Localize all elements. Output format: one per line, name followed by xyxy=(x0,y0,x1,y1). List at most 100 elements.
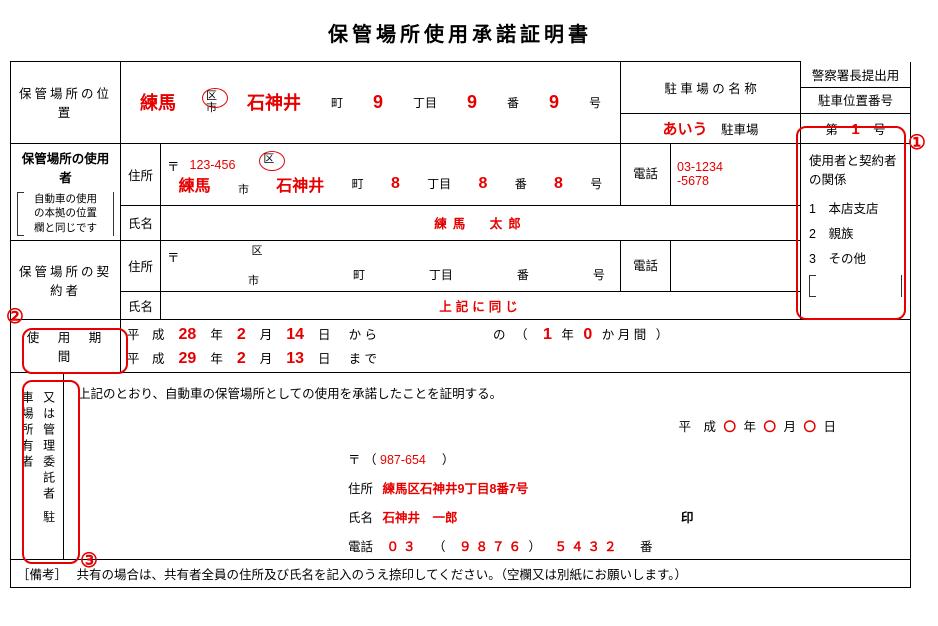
parking-pos-label: 駐車位置番号 xyxy=(818,94,893,108)
note-label: ［備考］ xyxy=(17,568,67,582)
date-line: 平 成 〇 年 〇 月 〇 日 xyxy=(78,416,896,435)
relation-header: 使用者と契約者の関係 xyxy=(809,150,902,188)
dl-era: 平 成 xyxy=(679,420,717,434)
relation-opt2: 2 親族 xyxy=(809,223,902,242)
user-addr-cell: 〒 123-456 区 市 練馬 区 市 石神井 町 8 丁 xyxy=(161,143,621,206)
form-title: 保管場所使用承諾証明書 xyxy=(10,18,910,47)
c-tel-cell xyxy=(671,240,801,291)
p-dy2: 日 xyxy=(318,348,331,367)
note-row: ［備考］ 共有の場合は、共有者全員の住所及び氏名を記入のうえ捺印してください。（… xyxy=(11,559,911,587)
user-postal: 123-456 xyxy=(190,158,236,172)
dl-c3: 〇 xyxy=(804,420,817,434)
p-dy1: 日 xyxy=(318,324,331,343)
user-name-val: 練馬 太郎 xyxy=(161,206,801,240)
user-sub3: 欄と同じです xyxy=(22,221,109,236)
p-y2: 29 xyxy=(179,350,197,368)
owner-left-col2: 又は管理委託者 xyxy=(42,391,56,503)
user-chome: 丁目 xyxy=(427,175,451,192)
loc-ku: 区 xyxy=(206,90,217,102)
o-tel-suffix: 番 xyxy=(640,540,653,554)
user-sub1: 自動車の使用 xyxy=(22,192,109,207)
o-seal: 印 xyxy=(681,511,694,525)
c-ku: 区 xyxy=(252,245,263,257)
user-shi: 市 xyxy=(238,184,249,196)
contractor-name-label: 氏名 xyxy=(121,291,161,319)
owner-left-cols: 又は管理委託者 駐車場所有者 xyxy=(15,391,58,541)
user-label-cell: 保管場所の使用者 自動車の使用 の本拠の位置 欄と同じです xyxy=(11,143,121,240)
user-go-n: 8 xyxy=(554,175,563,193)
relation-box xyxy=(809,275,902,297)
p-kara: か ら xyxy=(349,324,377,343)
dl-dy: 日 xyxy=(824,420,837,434)
loc-chome-n: 9 xyxy=(373,92,383,113)
parking-name-val: あいう xyxy=(663,121,708,138)
o-tel-b: ９８７６ xyxy=(459,540,525,554)
p-close: ） xyxy=(656,328,669,342)
p-era1: 平 成 xyxy=(127,324,165,343)
user-cho: 町 xyxy=(352,175,364,192)
location-label: 保管場所の位置 xyxy=(11,62,121,144)
dl-c1: 〇 xyxy=(724,420,737,434)
period-label: 使 用 期 間 xyxy=(11,319,121,372)
c-tel-label: 電話 xyxy=(621,240,671,291)
location-cell: 練馬 区 市 石神井 町 9 丁目 9 番 9 号 xyxy=(121,62,621,144)
owner-section: 又は管理委託者 駐車場所有者 上記のとおり、自動車の保管場所としての使用を承諾し… xyxy=(11,372,911,559)
dl-c2: 〇 xyxy=(764,420,777,434)
p-yr1: 年 xyxy=(210,324,223,343)
o-postal: 987-654 xyxy=(380,453,426,467)
pos-prefix: 第 xyxy=(825,123,838,137)
user-ku: 区 xyxy=(263,153,274,165)
c-go: 号 xyxy=(593,266,605,283)
o-name-label: 氏名 xyxy=(348,511,373,525)
parking-name-suffix: 駐車場 xyxy=(721,123,759,137)
loc-shi: 市 xyxy=(206,102,217,114)
parking-pos-cell: 第 1 号 xyxy=(801,113,911,143)
c-postal-mark: 〒 xyxy=(167,247,180,266)
confirm-text: 上記のとおり、自動車の保管場所としての使用を承諾したことを証明する。 xyxy=(78,383,896,402)
dl-yr: 年 xyxy=(744,420,757,434)
p-open: （ xyxy=(515,328,528,342)
o-tel-c: ５４３２ xyxy=(555,540,621,554)
p-made: ま で xyxy=(349,348,377,367)
user-go: 号 xyxy=(590,175,602,192)
user-label: 保管場所の使用者 xyxy=(17,148,114,186)
dl-mo: 月 xyxy=(784,420,797,434)
form-page: 保管場所使用承諾証明書 保管場所の位置 練馬 区 市 石神井 町 xyxy=(10,18,910,588)
p-yr2u: 年 xyxy=(561,328,574,342)
note-text: 共有の場合は、共有者全員の住所及び氏名を記入のうえ捺印してください。（空欄又は別… xyxy=(77,568,688,582)
p-m1: 2 xyxy=(237,326,246,344)
user-tel-label: 電話 xyxy=(621,143,671,206)
period-cell: 平 成 28 年 2 月 14 日 か ら 平 成 29 年 xyxy=(121,319,911,372)
parking-name-label: 駐 車 場 の 名 称 xyxy=(621,62,801,114)
postal-mark: 〒 xyxy=(167,156,180,175)
user-sub2: の本拠の位置 xyxy=(22,206,109,221)
loc-go: 号 xyxy=(589,94,601,111)
user-tel-cell: 03-1234 -5678 xyxy=(671,143,801,206)
user-ward: 練馬 xyxy=(179,172,211,196)
o-addr-val: 練馬区石神井9丁目8番7号 xyxy=(383,482,529,496)
c-cho: 町 xyxy=(353,266,365,283)
submit-to: 警察署長提出用 xyxy=(801,62,910,88)
o-name-val: 石神井 一郎 xyxy=(383,511,458,525)
o-tel-a: ０３ xyxy=(387,540,420,554)
pos-num: 1 xyxy=(851,121,859,138)
p-y1: 28 xyxy=(179,326,197,344)
p-mo1: 月 xyxy=(260,324,273,343)
p-d1: 14 xyxy=(286,326,304,344)
p-m2: 2 xyxy=(237,350,246,368)
c-shi: 市 xyxy=(248,275,259,287)
contractor-addr-cell: 〒 区 市 区 市 町 丁目 番 xyxy=(161,240,621,291)
user-addr-label: 住所 xyxy=(121,143,161,206)
user-town: 石神井 xyxy=(276,172,324,196)
user-chome-n: 8 xyxy=(391,175,400,193)
p-mos: 0 xyxy=(583,326,592,343)
parking-name-cell: あいう 駐車場 xyxy=(621,113,801,143)
user-ban: 番 xyxy=(515,175,527,192)
o-postal-mark: 〒 xyxy=(348,453,361,467)
contractor-addr-label: 住所 xyxy=(121,240,161,291)
p-mo2u: か 月 間 xyxy=(602,328,646,342)
contractor-label: 保管場所の契約者 xyxy=(11,240,121,319)
relation-cell: 使用者と契約者の関係 1 本店支店 2 親族 3 その他 xyxy=(801,143,911,319)
c-ban: 番 xyxy=(517,266,529,283)
p-yrs: 1 xyxy=(543,326,552,343)
